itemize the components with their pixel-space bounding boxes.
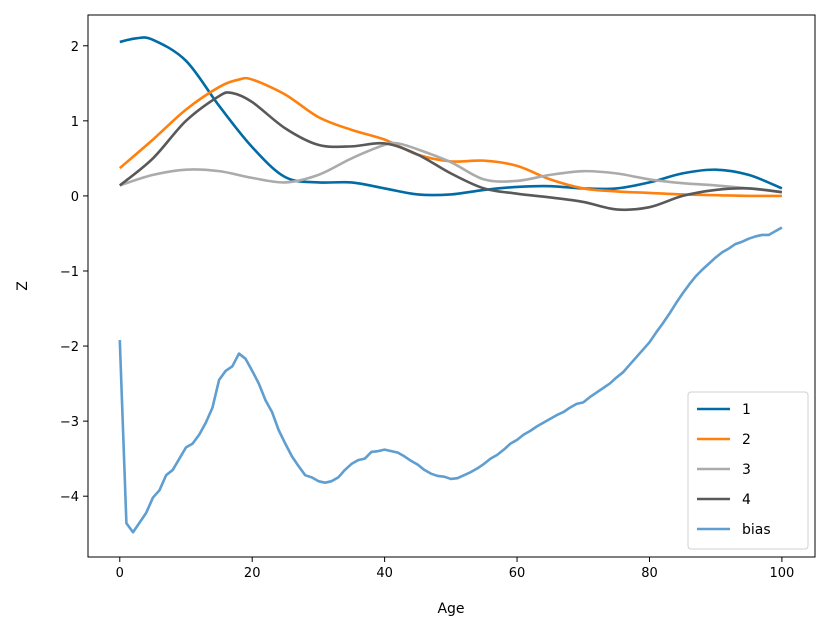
y-tick-label: −2 — [60, 340, 79, 355]
y-tick-label: −4 — [60, 490, 79, 505]
legend: 1 2 3 4 bias — [687, 391, 809, 550]
legend-item-3: 3 — [697, 462, 751, 478]
legend-item-4: 4 — [697, 492, 751, 508]
legend-label: bias — [742, 522, 771, 538]
legend-label: 3 — [742, 462, 751, 478]
series-layer — [118, 36, 783, 534]
x-tick-label: 20 — [244, 566, 261, 581]
x-tick-label: 0 — [116, 566, 124, 581]
legend-label: 4 — [742, 492, 751, 508]
legend-item-1: 1 — [697, 402, 751, 418]
x-tick-label: 80 — [641, 566, 658, 581]
series-line-1 — [119, 36, 783, 197]
legend-item-2: 2 — [697, 432, 751, 448]
x-axis: 0 20 40 60 80 100 — [116, 557, 794, 581]
series-line-3 — [119, 141, 783, 194]
legend-label: 2 — [742, 432, 751, 448]
x-axis-label: Age — [437, 601, 464, 617]
y-axis-label: Z — [15, 281, 31, 291]
legend-label: 1 — [742, 402, 751, 418]
x-tick-label: 100 — [769, 566, 794, 581]
plot-frame — [87, 14, 816, 558]
y-tick-label: 2 — [71, 40, 79, 55]
series-line-4 — [118, 91, 783, 212]
y-tick-label: 0 — [71, 190, 79, 205]
x-tick-label: 60 — [509, 566, 526, 581]
y-tick-label: 1 — [71, 115, 79, 130]
y-axis: 2 1 0 −1 −2 −3 −4 — [60, 40, 88, 505]
legend-item-bias: bias — [697, 522, 771, 538]
series-line-bias — [118, 226, 783, 534]
y-tick-label: −1 — [60, 265, 79, 280]
legend-box — [687, 391, 809, 550]
x-tick-label: 40 — [376, 566, 393, 581]
y-tick-label: −3 — [60, 415, 79, 430]
series-line-2 — [118, 76, 782, 198]
